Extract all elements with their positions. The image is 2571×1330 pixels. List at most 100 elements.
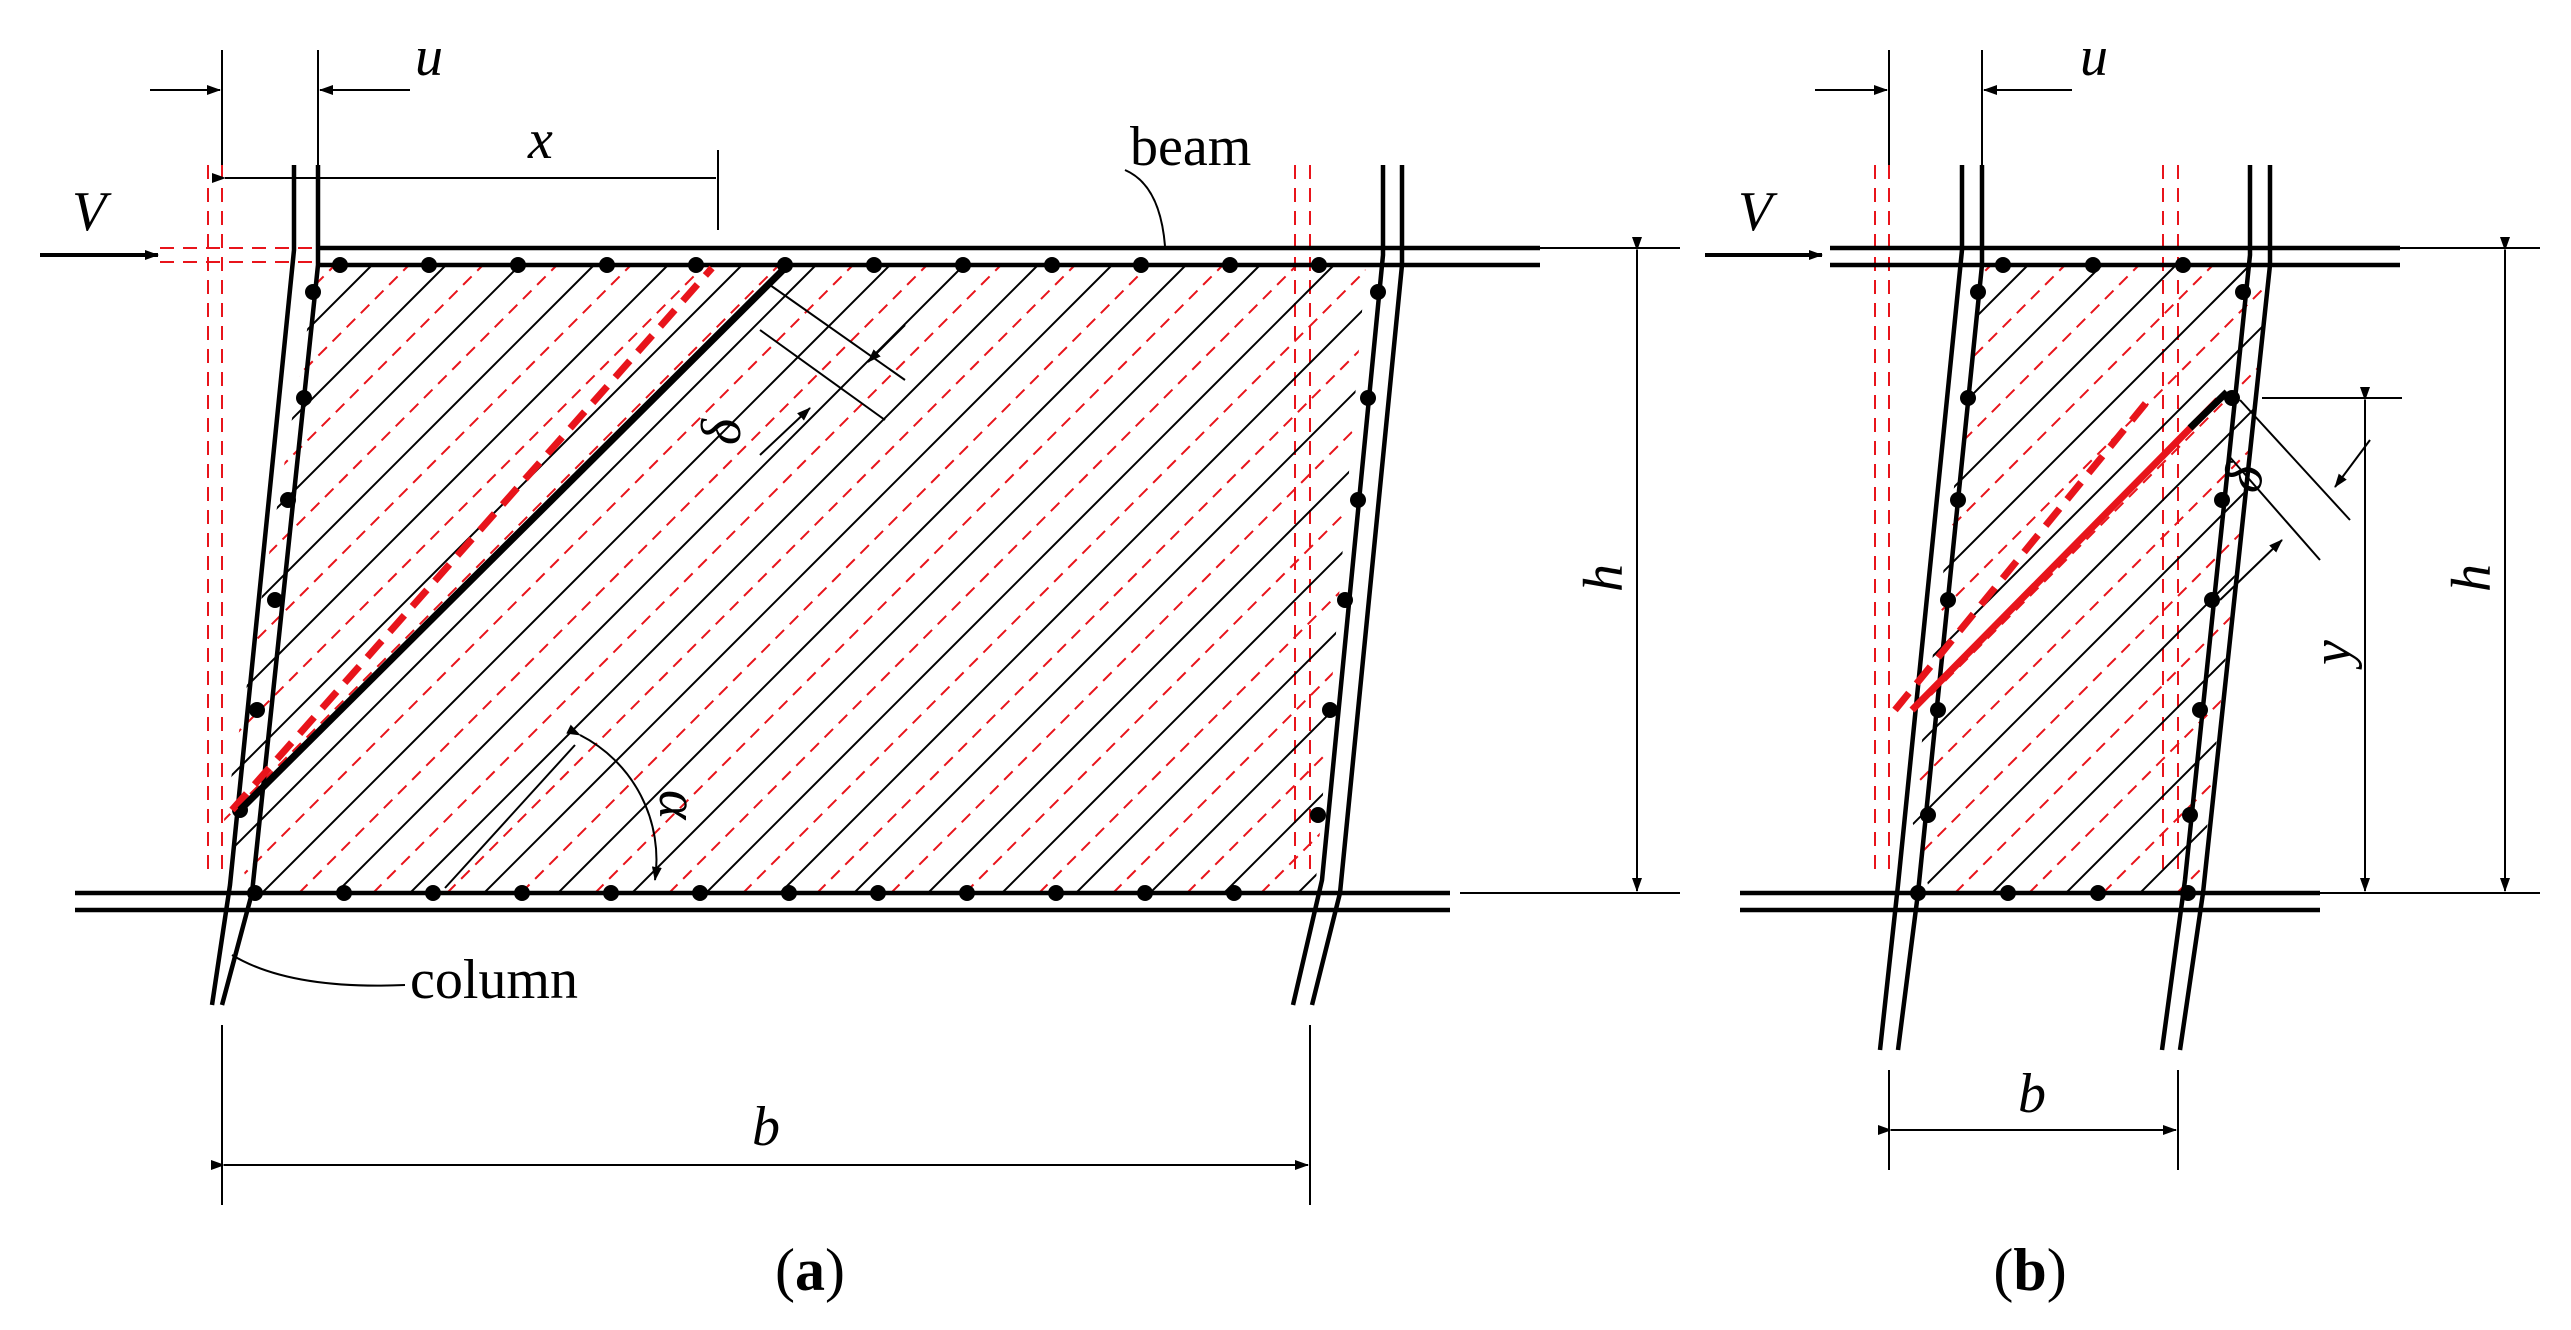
alpha-angle-a (444, 724, 662, 889)
v-label-a: V (72, 181, 112, 243)
hatch-line-undeformed (224, 264, 854, 893)
hatch-field-b (1912, 264, 2571, 893)
connector-dot (510, 257, 526, 273)
hatch-line (1912, 264, 2177, 893)
delta-label-a: δ (691, 418, 753, 445)
hatch-line (224, 264, 743, 893)
v-label-b: V (1738, 181, 1778, 243)
connector-dot (247, 885, 263, 901)
strip-deformed-b (1909, 397, 2221, 713)
hatch-line-undeformed (1112, 264, 1367, 893)
connector-dot (870, 885, 886, 901)
connector-dot (1222, 257, 1238, 273)
connector-dot (2175, 257, 2191, 273)
column-right-b (2159, 165, 2273, 1051)
connector-dot (280, 492, 296, 508)
hatch-line (224, 264, 669, 893)
connector-dot (1133, 257, 1149, 273)
hatch-line-undeformed (2102, 264, 2270, 893)
connector-dot (336, 885, 352, 901)
h-label-b: h (2441, 564, 2503, 592)
panel-a: δ α u x V beam column (40, 26, 2037, 1303)
hatch-line-undeformed (224, 264, 410, 893)
beam-leader-a (1124, 169, 1166, 247)
connector-dot (1310, 807, 1326, 823)
connector-dot (1226, 885, 1242, 901)
hatch-line (224, 264, 817, 893)
b-label-b: b (2018, 1063, 2046, 1125)
u-dimension-b (1815, 50, 2072, 165)
connector-dot (267, 592, 283, 608)
connector-dot (1360, 390, 1376, 406)
hatch-line-undeformed (1912, 264, 1992, 893)
hatch-line-undeformed (1912, 264, 2214, 893)
connector-dot (514, 885, 530, 901)
hatch-line-undeformed (890, 264, 1367, 893)
hatch-line (1912, 264, 1955, 893)
hatch-line (409, 264, 1039, 893)
hatch-line-undeformed (446, 264, 1076, 893)
connector-dot (421, 257, 437, 273)
hatch-line-undeformed (224, 264, 632, 893)
connector-dot (2204, 592, 2220, 608)
hatch-line-undeformed (668, 264, 1298, 893)
hatch-line-undeformed (224, 264, 484, 893)
delta-label-b: δ (2211, 456, 2278, 498)
hatch-line-undeformed (1912, 264, 2270, 893)
undeformed-frame-b (1874, 165, 2179, 875)
connector-dot (1995, 257, 2011, 273)
hatch-line-undeformed (1334, 264, 1367, 893)
undeformed-frame-a (160, 165, 1311, 875)
u-label-a: u (415, 26, 443, 88)
hatch-line-undeformed (224, 264, 780, 893)
column-leader-a (231, 954, 406, 987)
beam-bottom-a (75, 890, 1450, 913)
connector-dot (692, 885, 708, 901)
hatch-line-undeformed (2028, 264, 2270, 893)
hatch-line-undeformed (1186, 264, 1367, 893)
hatch-line-undeformed (224, 264, 706, 893)
u-label-b: u (2080, 26, 2108, 88)
caption-b: (b) (1993, 1237, 2066, 1303)
connector-dot (2235, 284, 2251, 300)
hatch-line (335, 264, 965, 893)
hatch-line (1001, 264, 1367, 893)
hatch-line (557, 264, 1187, 893)
hatch-line (2139, 264, 2270, 893)
hatch-field-a (224, 264, 2037, 893)
hatch-line-undeformed (298, 264, 928, 893)
connector-dot (249, 702, 265, 718)
hatch-line (224, 264, 447, 893)
hatch-line-undeformed (1912, 264, 2270, 893)
hatch-line-undeformed (1912, 264, 2140, 893)
hatch-line (224, 264, 595, 893)
hatch-line-undeformed (1912, 264, 2270, 893)
connector-dot (1311, 257, 1327, 273)
column-right-a (1290, 165, 1405, 1006)
connector-dot (1950, 492, 1966, 508)
connector-dot (2192, 702, 2208, 718)
connector-dot (305, 284, 321, 300)
hatch-line (1223, 264, 1367, 893)
hatch-line (1912, 264, 2103, 893)
hatch-line (2213, 264, 2270, 893)
connector-dot (1970, 284, 1986, 300)
column-label-a: column (410, 949, 578, 1011)
hatch-line (1991, 264, 2270, 893)
hatch-line (2065, 264, 2270, 893)
strip-undeformed-a (229, 265, 715, 813)
hatch-line (1912, 264, 2270, 893)
h-dimension-b (2320, 237, 2540, 894)
beam-top-b (1830, 245, 2400, 268)
hatch-line (2288, 265, 2571, 893)
b-dimension-b (1878, 1070, 2179, 1170)
y-dimension-b (2262, 387, 2402, 892)
connector-dot (603, 885, 619, 901)
connector-dots-a (232, 257, 1386, 901)
hatch-line-undeformed (520, 264, 1150, 893)
connector-dot (2090, 885, 2106, 901)
hatch-line-undeformed (372, 264, 1002, 893)
hatch-line (483, 264, 1113, 893)
connector-dot (2180, 885, 2196, 901)
hatch-line-undeformed (1409, 265, 2037, 893)
